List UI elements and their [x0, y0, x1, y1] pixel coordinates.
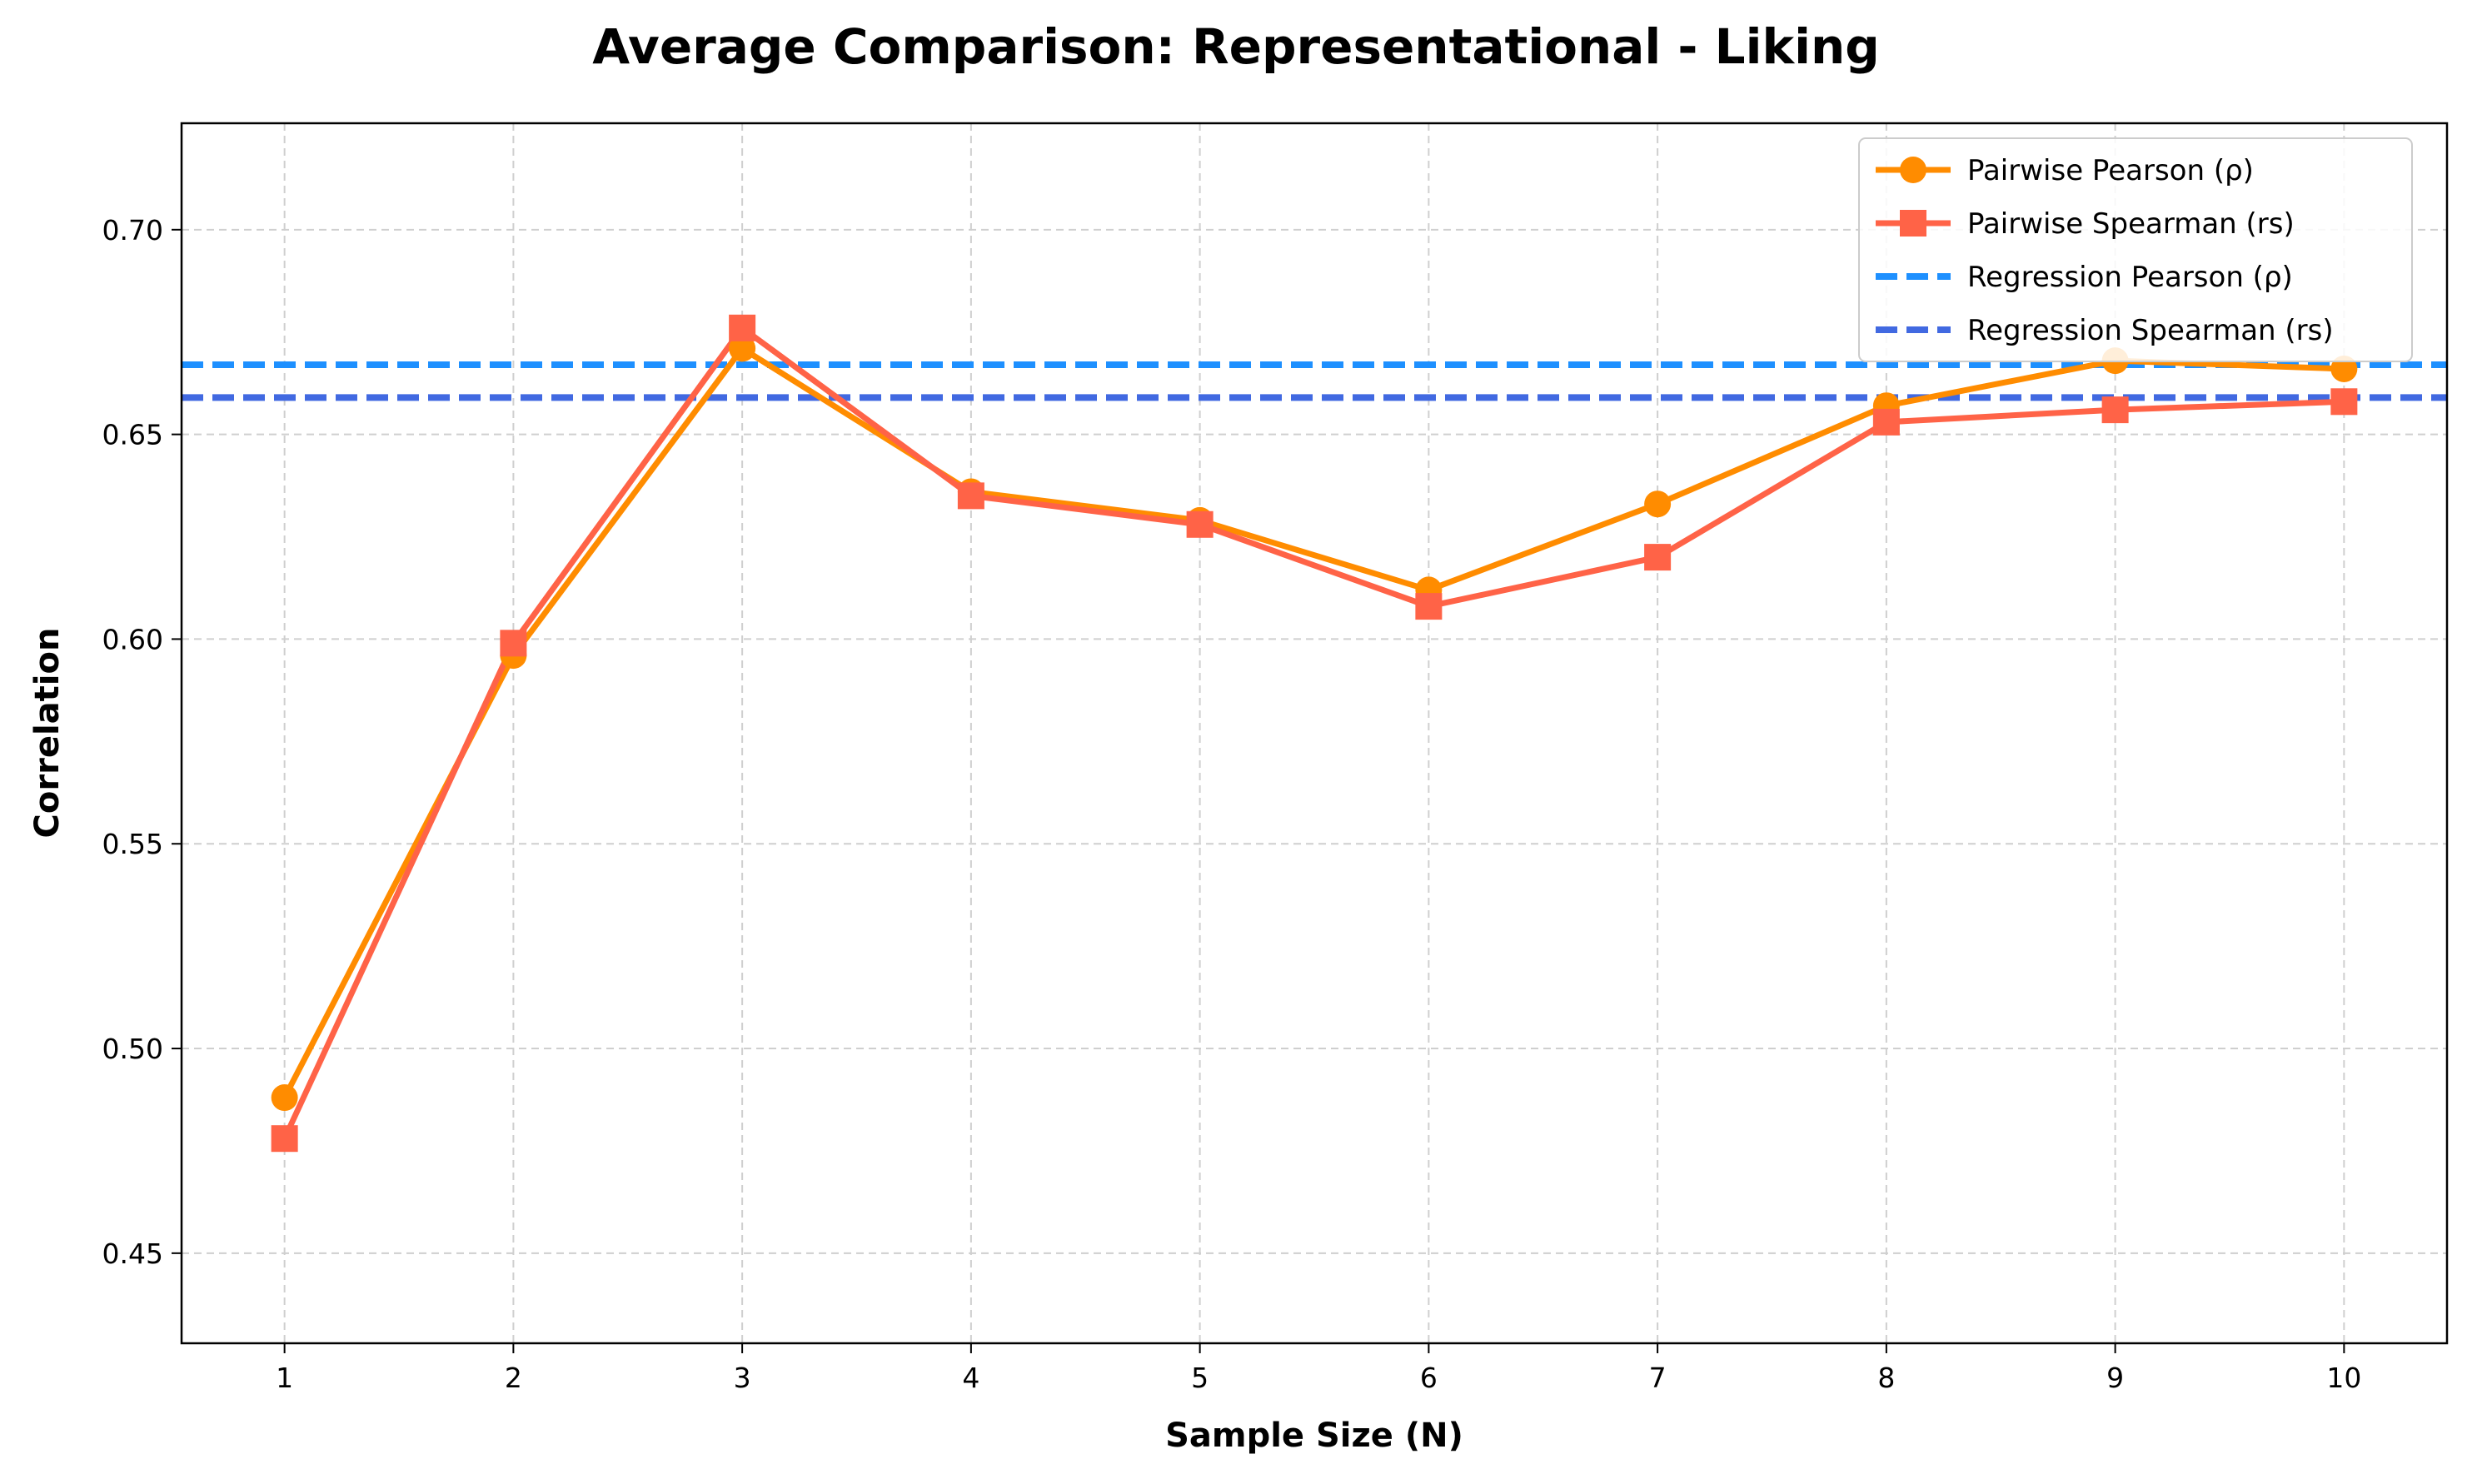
series-line-0 — [282, 345, 2345, 1099]
legend-label: Pairwise Spearman (rs) — [1967, 207, 2295, 241]
y-tick-label: 0.50 — [102, 1033, 163, 1065]
legend-label: Pairwise Pearson (ρ) — [1967, 154, 2254, 187]
y-tick-label: 0.45 — [102, 1237, 163, 1270]
data-point-square — [1644, 544, 1672, 571]
x-tick-label: 1 — [276, 1362, 293, 1394]
x-tick-label: 6 — [1420, 1362, 1438, 1394]
legend-marker-square — [1900, 210, 1926, 237]
data-point-square — [1415, 593, 1443, 620]
data-point-circle — [1644, 491, 1672, 518]
data-point-square — [2330, 388, 2358, 416]
series-line-1 — [282, 325, 2345, 1140]
legend-label: Regression Spearman (rs) — [1967, 314, 2334, 347]
x-tick-label: 2 — [505, 1362, 522, 1394]
y-axis-label: Correlation — [28, 628, 67, 839]
x-axis-label: Sample Size (N) — [1165, 1417, 1463, 1455]
x-axis-ticks: 1 2 3 4 5 6 7 8 9 10 — [276, 1343, 2361, 1394]
data-point-square — [1186, 510, 1214, 538]
data-point-square — [1872, 408, 1900, 436]
legend-box — [1858, 137, 2413, 362]
y-tick-label: 0.60 — [102, 623, 163, 655]
data-point-circle — [271, 1084, 298, 1112]
legend-label: Regression Pearson (ρ) — [1967, 261, 2293, 294]
y-tick-label: 0.70 — [102, 214, 163, 247]
reference-lines — [182, 361, 2447, 401]
legend: Pairwise Pearson (ρ) Pairwise Spearman (r… — [1858, 137, 2413, 362]
y-tick-label: 0.65 — [102, 419, 163, 451]
legend-marker-circle — [1900, 157, 1926, 183]
data-point-square — [500, 630, 527, 657]
x-tick-label: 5 — [1191, 1362, 1209, 1394]
data-point-square — [2101, 396, 2129, 424]
plot-frame — [180, 122, 2449, 1345]
series-lines — [282, 325, 2345, 1140]
y-axis-ticks: 0.45 0.50 0.55 0.60 0.65 0.70 — [102, 214, 182, 1270]
data-point-square — [957, 482, 984, 510]
y-tick-label: 0.55 — [102, 828, 163, 860]
x-tick-label: 9 — [2106, 1362, 2124, 1394]
data-point-circle — [729, 335, 756, 362]
x-tick-label: 4 — [962, 1362, 979, 1394]
x-tick-label: 8 — [1877, 1362, 1895, 1394]
data-point-square — [271, 1125, 298, 1153]
x-tick-label: 3 — [734, 1362, 751, 1394]
x-tick-label: 7 — [1649, 1362, 1667, 1394]
x-tick-label: 10 — [2326, 1362, 2361, 1394]
chart-title: Average Comparison: Representational - L… — [592, 18, 1880, 75]
data-point-square — [729, 314, 756, 341]
